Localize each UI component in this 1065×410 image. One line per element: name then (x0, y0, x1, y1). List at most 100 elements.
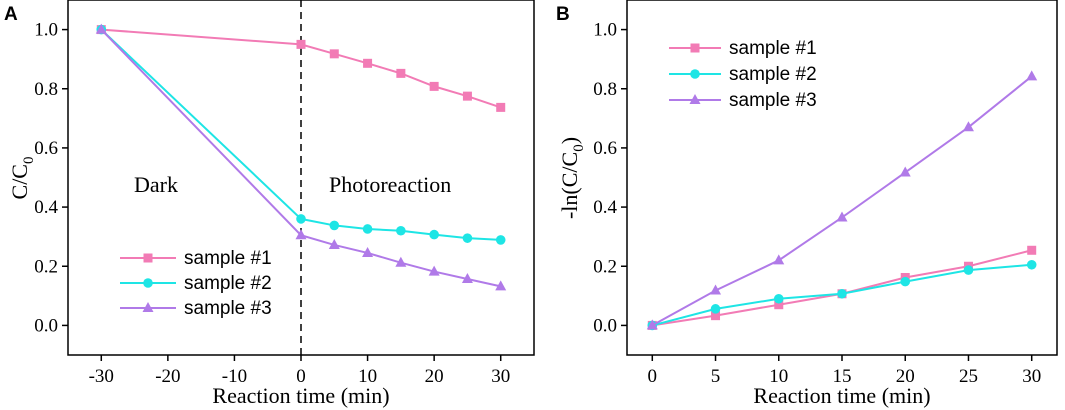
series-2-point (396, 225, 406, 236)
series-2-point (462, 233, 473, 243)
legend-marker-2 (690, 69, 700, 79)
series-3-point (95, 23, 107, 34)
x-tick-label: 15 (833, 366, 852, 387)
legend-label-3: sample #3 (184, 298, 272, 319)
panel-b-y-title-tail: ) (557, 137, 582, 144)
series-1-point (363, 58, 373, 68)
panel-b-x-axis-title: Reaction time (min) (753, 383, 930, 408)
panel-b-y-title-main: -ln(C/C (557, 152, 582, 219)
panel-b-plot-frame (626, 0, 1058, 356)
panel-a-photoreaction-annotation: Photoreaction (329, 172, 451, 197)
series-3-point (962, 121, 974, 132)
series-2-point (710, 304, 721, 314)
legend-marker-1 (690, 43, 700, 53)
legend-label-2: sample #2 (729, 64, 817, 85)
panel-b-series (646, 70, 1038, 331)
series-1-point (774, 300, 784, 310)
x-tick-label: 20 (896, 366, 915, 387)
legend-label-2: sample #2 (184, 273, 272, 294)
x-tick-label: -30 (89, 366, 114, 387)
panel-b-chart: B 0 5 10 15 20 25 30 0.0 0.2 0.4 0.6 0.8 1.0 Reacti… (556, 0, 1058, 408)
series-2-point (963, 265, 974, 275)
series-line-3 (651, 75, 1033, 327)
series-1-point (1027, 245, 1037, 255)
series-3-point (646, 319, 658, 330)
series-3-point (461, 272, 473, 283)
series-3-point (428, 265, 440, 276)
series-2-point (773, 293, 784, 304)
series-3-point (836, 211, 848, 222)
series-3-point (395, 256, 407, 267)
y-tick-label: 0.2 (34, 256, 58, 277)
series-1-point (429, 81, 439, 91)
series-3-point (362, 246, 374, 257)
series-1-point (329, 49, 339, 59)
panel-b-y-axis-title: -ln(C/C0) (557, 137, 587, 219)
legend-label-3: sample #3 (729, 90, 817, 111)
panel-b-y-ticks: 0.0 0.2 0.4 0.6 0.8 1.0 (593, 20, 627, 336)
series-2-point (329, 220, 340, 231)
panel-a-series (95, 23, 507, 291)
y-tick-label: 0.8 (34, 79, 58, 100)
legend-marker-3 (142, 302, 154, 312)
series-3-point (295, 229, 307, 240)
panel-a-x-ticks: -30 -20 -10 0 10 20 30 (89, 355, 510, 387)
panel-a-chart: A -30 -20 -10 0 10 20 30 0.0 0.2 0.4 0.6 0.8 1.0 Da… (4, 0, 535, 408)
series-3-point (710, 284, 722, 295)
series-2-point (1026, 259, 1037, 270)
series-2-point (900, 276, 911, 287)
series-line-1 (101, 28, 502, 109)
series-line-3 (100, 28, 501, 288)
series-3-point (328, 238, 340, 249)
legend-marker-1 (143, 253, 153, 263)
panel-b-legend: sample #1 sample #2 sample #3 (669, 38, 817, 111)
panel-a-letter: A (4, 4, 18, 25)
y-tick-label: 0.6 (593, 138, 617, 159)
series-2-point (837, 288, 847, 299)
legend-label-1: sample #1 (729, 38, 817, 59)
panel-a-x-axis-title: Reaction time (min) (212, 383, 389, 408)
x-tick-label: 30 (1022, 366, 1041, 387)
series-1-point (396, 68, 406, 78)
y-tick-label: 0.4 (34, 197, 58, 218)
panel-a-y-ticks: 0.0 0.2 0.4 0.6 0.8 1.0 (34, 20, 68, 336)
series-1-point (496, 102, 506, 112)
series-3-point (1026, 70, 1038, 81)
y-tick-label: 1.0 (34, 20, 58, 41)
panel-a-y-axis-title: C/C0 (7, 157, 37, 200)
panel-a-y-title-main: C/C (7, 164, 32, 199)
legend-marker-3 (689, 94, 701, 104)
x-tick-label: 10 (769, 366, 788, 387)
series-2-point (362, 224, 373, 234)
x-tick-label: 0 (296, 366, 306, 387)
x-tick-label: -10 (222, 366, 247, 387)
y-tick-label: 0.2 (593, 256, 617, 277)
x-tick-label: 10 (358, 366, 377, 387)
series-line-2 (100, 28, 501, 241)
y-tick-label: 0.4 (593, 197, 617, 218)
y-tick-label: 0.8 (593, 79, 617, 100)
x-tick-label: 20 (425, 366, 444, 387)
panel-a-y-title-sub: 0 (21, 157, 37, 165)
y-tick-label: 0.6 (34, 138, 58, 159)
series-1-point (296, 39, 306, 49)
panel-b-y-title-sub: 0 (571, 144, 587, 152)
y-tick-label: 0.0 (593, 315, 617, 336)
legend-label-1: sample #1 (184, 248, 272, 269)
series-2-point (296, 214, 306, 224)
series-1-point (711, 311, 721, 321)
x-tick-label: 25 (959, 366, 978, 387)
series-1-point (462, 91, 472, 101)
panel-a-dark-annotation: Dark (134, 172, 178, 197)
panel-b-x-ticks: 0 5 10 15 20 25 30 (648, 355, 1041, 387)
series-2-point (495, 235, 506, 245)
x-tick-label: 0 (648, 366, 658, 387)
series-2-point (429, 229, 439, 240)
x-tick-label: 5 (711, 366, 721, 387)
series-3-point (495, 280, 507, 291)
panel-b-letter: B (556, 4, 570, 25)
y-tick-label: 0.0 (34, 315, 58, 336)
y-tick-label: 1.0 (593, 20, 617, 41)
x-tick-label: 30 (491, 366, 510, 387)
legend-marker-2 (143, 278, 153, 288)
